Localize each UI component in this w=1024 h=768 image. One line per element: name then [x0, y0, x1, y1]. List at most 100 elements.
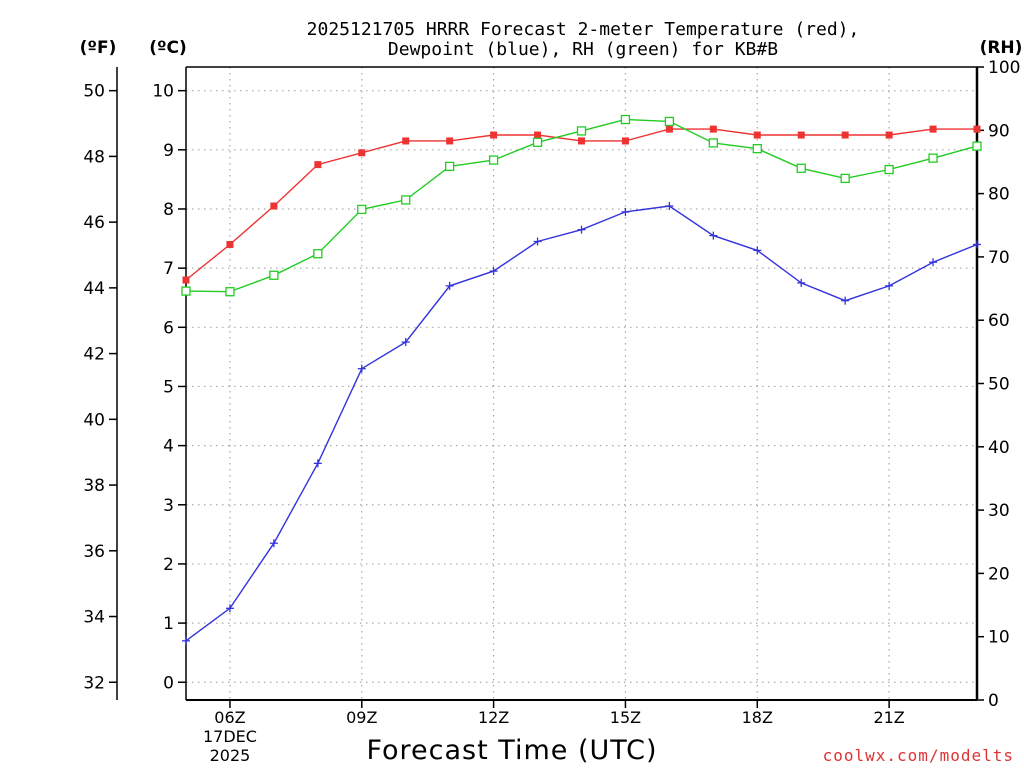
f-tick-label: 50 — [83, 82, 105, 102]
c-tick-label: 10 — [152, 82, 174, 102]
x-tick-label: 09Z — [346, 708, 377, 727]
temperature-point — [402, 137, 410, 145]
dewpoint-point — [973, 240, 981, 249]
x-tick-label: 12Z — [478, 708, 509, 727]
c-tick-label: 7 — [163, 259, 174, 279]
dewpoint-point — [313, 459, 322, 468]
f-tick-label: 40 — [83, 410, 105, 430]
rh-point — [269, 270, 279, 280]
rh-point — [752, 144, 762, 154]
temperature-point — [226, 240, 234, 248]
rh-tick-label: 50 — [988, 375, 1010, 395]
temperature-point — [929, 125, 937, 133]
rh-point — [225, 287, 235, 297]
rh-tick-label: 30 — [988, 501, 1010, 521]
c-tick-label: 2 — [163, 555, 174, 575]
dewpoint-point — [489, 267, 498, 276]
temperature-point — [885, 131, 893, 139]
dewpoint-point — [841, 296, 850, 305]
rh-point — [445, 161, 455, 172]
x-tick-label: 21Z — [873, 708, 904, 727]
temperature-point — [665, 125, 673, 133]
rh-tick-label: 80 — [988, 185, 1010, 205]
temperature-point — [314, 161, 322, 169]
dewpoint-point — [665, 202, 674, 211]
dewpoint-point — [445, 281, 454, 290]
x-tick-label: 18Z — [742, 708, 773, 727]
temperature-line — [185, 128, 977, 281]
f-tick-label: 42 — [83, 345, 105, 365]
dewpoint-point — [269, 539, 278, 548]
watermark: coolwx.com/modelts — [823, 746, 1014, 765]
rh-point — [313, 249, 323, 259]
temperature-point — [358, 149, 366, 157]
x-date-label: 17DEC — [203, 727, 257, 746]
temperature-point — [270, 202, 278, 210]
c-tick-label: 5 — [163, 377, 174, 397]
f-tick-label: 46 — [83, 213, 105, 233]
rh-tick-label: 90 — [988, 121, 1010, 141]
x-axis-title: Forecast Time (UTC) — [366, 735, 657, 766]
rh-point — [488, 155, 499, 165]
temperature-point — [490, 131, 498, 139]
rh-tick-label: 0 — [988, 691, 999, 711]
c-tick-label: 3 — [163, 496, 174, 516]
dewpoint-line — [185, 205, 978, 642]
f-tick-label: 34 — [83, 608, 105, 628]
dewpoint-point — [225, 604, 234, 613]
rh-tick-label: 40 — [988, 438, 1010, 458]
axes — [116, 66, 979, 701]
x-year-label: 2025 — [210, 746, 251, 765]
chart-title-line1: 2025121705 HRRR Forecast 2-meter Tempera… — [307, 19, 860, 40]
rh-unit-label: (RH) — [980, 38, 1023, 58]
temperature-point — [578, 137, 585, 145]
rh-point — [884, 164, 894, 175]
temperature-point — [841, 131, 849, 139]
x-tick-label: 15Z — [610, 708, 641, 727]
rh-tick-label: 10 — [988, 628, 1010, 648]
rh-tick-label: 20 — [988, 564, 1010, 584]
tick-labels: 3234363840424446485001234567891001020304… — [83, 58, 1020, 765]
rh-point — [620, 114, 631, 125]
temperature-point — [534, 131, 542, 139]
rh-point — [532, 137, 543, 147]
temperature-point — [182, 276, 190, 284]
rh-point — [181, 286, 191, 296]
rh-point — [928, 153, 938, 163]
dewpoint-point — [533, 237, 542, 246]
temperature-point — [709, 125, 717, 133]
dewpoint-point — [401, 338, 410, 347]
dewpoint-point — [797, 278, 806, 287]
rh-point — [796, 163, 806, 173]
c-tick-label: 1 — [163, 614, 174, 634]
grid-lines — [186, 67, 977, 700]
dewpoint-point — [182, 636, 190, 645]
fahrenheit-unit-label: (ºF) — [80, 38, 117, 58]
dewpoint-point — [577, 225, 586, 234]
temperature-point — [973, 125, 981, 133]
series-layer — [181, 114, 982, 645]
chart-title-line2: Dewpoint (blue), RH (green) for KB#B — [388, 39, 778, 60]
rh-point — [664, 116, 675, 127]
f-tick-label: 38 — [83, 476, 105, 496]
temperature-point — [446, 137, 454, 145]
rh-tick-label: 60 — [988, 311, 1010, 331]
rh-point — [972, 141, 982, 151]
rh-point — [708, 138, 718, 148]
f-tick-label: 44 — [83, 279, 105, 299]
rh-tick-label: 100 — [988, 58, 1020, 78]
temperature-point — [621, 137, 629, 145]
c-tick-label: 0 — [163, 673, 174, 693]
rh-tick-label: 70 — [988, 248, 1010, 268]
temperature-point — [753, 131, 761, 139]
f-tick-label: 48 — [83, 147, 105, 167]
x-tick-label: 06Z — [214, 708, 245, 727]
c-tick-label: 9 — [163, 141, 174, 161]
c-tick-label: 4 — [163, 437, 174, 457]
f-tick-label: 36 — [83, 542, 105, 562]
c-tick-label: 6 — [163, 318, 174, 338]
dewpoint-point — [753, 246, 762, 255]
rh-point — [576, 126, 587, 136]
rh-point — [840, 173, 850, 184]
